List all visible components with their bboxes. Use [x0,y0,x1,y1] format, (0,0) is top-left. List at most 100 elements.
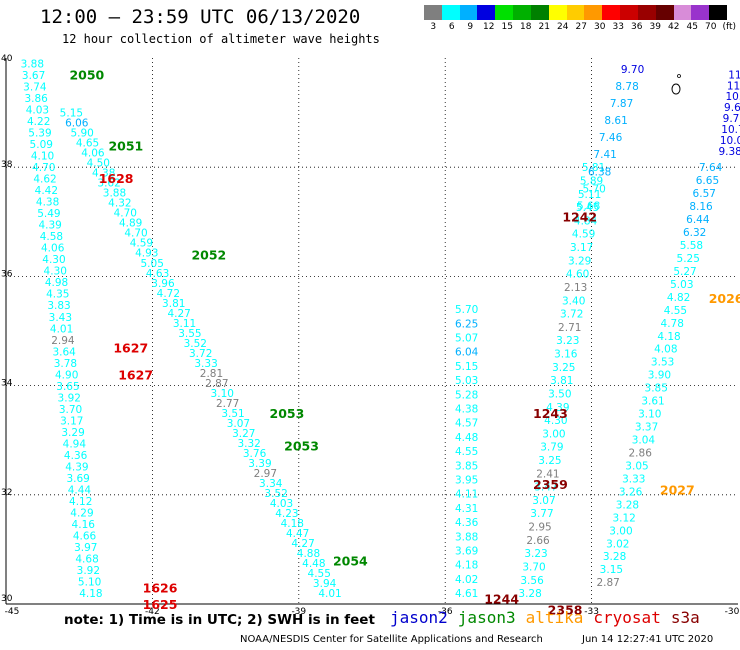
wave-height-value: 5.25 [677,253,700,265]
wave-height-value: 5.15 [60,108,83,120]
legend-label: 3 [430,22,437,32]
pass-number-label: 2053 [284,439,319,454]
wave-height-value: 4.70 [124,228,147,240]
wave-height-value: 3.04 [632,435,656,447]
legend-swatch [709,5,728,20]
wave-height-value: 3.16 [554,349,578,361]
wave-height-value: 5.05 [141,258,164,270]
wave-height-value: 5.03 [670,279,693,291]
wave-height-value: 5.81 [582,162,605,174]
wave-height-value: 5.11 [578,189,601,201]
legend-swatch [566,5,585,20]
wave-height-value: 4.90 [55,369,78,381]
wave-height-value: 3.70 [59,404,82,416]
wave-height-value: 2.81 [200,368,223,380]
wave-height-value: 4.06 [41,243,65,255]
map-subtitle: 12 hour collection of altimeter wave hei… [62,32,380,46]
pass-number-label: 2051 [108,138,143,153]
wave-height-value: 3.11 [173,318,196,330]
wave-height-value: 4.23 [275,508,298,520]
lon-tick-label: -36 [438,607,453,617]
generated-timestamp: Jun 14 12:27:41 UTC 2020 [582,634,714,645]
wave-height-value: 3.62 [97,178,120,190]
wave-height-value: 4.27 [291,538,314,550]
wave-height-value: 4.88 [297,548,320,560]
wave-height-value: 3.81 [550,375,573,387]
wave-height-value: 8.78 [615,81,638,93]
wave-height-value: 3.61 [641,396,664,408]
legend-label: 45 [686,22,698,32]
wave-height-value: 7.87 [610,98,633,110]
wave-height-value: 4.57 [455,418,478,430]
map-title: 12:00 – 23:59 UTC 06/13/2020 [40,6,361,28]
wave-height-value: 4.48 [455,432,478,444]
satellite-name: jason3 [457,608,516,627]
map-grid [5,58,738,605]
wave-height-value: 4.18 [455,560,478,572]
wave-height-value: 3.94 [313,578,337,590]
wave-height-value: 4.94 [63,438,87,450]
legend-label: 33 [612,22,624,32]
wave-height-value: 4.38 [455,404,478,416]
wave-height-value: 4.16 [72,519,96,531]
wave-height-value: 3.92 [58,392,81,404]
wave-height-value: 4.72 [157,288,180,300]
pass-number-label: 1242 [562,209,597,224]
wave-height-value: 4.55 [455,446,478,458]
wave-height-value: 4.30 [44,266,67,278]
wave-height-value: 3.17 [570,242,593,254]
legend-swatch [459,5,478,20]
wave-height-value: 3.77 [530,508,553,520]
legend-swatch [655,5,674,20]
lat-tick-label: 30 [1,594,13,604]
lat-tick-label: 38 [1,160,13,170]
wave-height-value: 3.52 [264,488,287,500]
wave-height-value: 4.42 [35,185,58,197]
legend-swatch [548,5,567,20]
lat-tick-label: 32 [1,488,12,498]
wave-height-value: 4.18 [281,518,304,530]
wave-height-value: 3.56 [520,575,544,587]
wave-height-value: 4.32 [108,198,131,210]
wave-height-value: 3.17 [60,415,83,427]
wave-height-value: 4.93 [135,248,158,260]
wave-height-value: 5.07 [455,333,478,345]
wave-height-value: 6.65 [696,175,719,187]
wave-height-value: 3.33 [194,358,217,370]
wave-height-value: 3.90 [648,370,671,382]
wave-height-value: 4.44 [68,484,92,496]
wave-height-value: 3.76 [243,448,267,460]
wave-height-value: 4.55 [664,305,687,317]
legend-label: 27 [575,22,587,32]
pass-number-label: 1628 [99,171,134,186]
wave-height-value: 6.57 [693,188,716,200]
wave-height-value: 4.48 [302,558,325,570]
wave-height-value: 2.71 [558,322,581,334]
legend-swatch [441,5,460,20]
wave-height-value: 4.03 [26,105,49,117]
wave-height-value: 6.25 [455,318,478,330]
wave-height-value: 7.64 [699,162,723,174]
wave-height-value: 3.51 [221,408,244,420]
lon-tick-label: -39 [291,607,306,617]
wave-height-value: 3.00 [542,428,565,440]
wave-height-value: 5.28 [455,389,478,401]
wave-height-value: 4.70 [114,208,137,220]
wave-height-value: 4.01 [50,323,73,335]
wave-height-value: 9.60 [724,102,740,114]
legend-label: 36 [631,22,643,32]
lon-tick-label: -33 [584,607,599,617]
legend-label: 15 [501,22,513,32]
wave-height-value: 5.10 [78,577,101,589]
wave-height-value: 3.65 [56,381,79,393]
wave-height-value: 5.45 [576,202,599,214]
wave-height-value: 3.88 [455,531,478,543]
lon-tick-label: -30 [725,607,740,617]
wave-height-value: 7.46 [599,132,623,144]
legend-swatch [673,5,692,20]
wave-height-value: 3.33 [622,473,645,485]
wave-height-value: 3.07 [227,418,250,430]
pass-number-label: 2052 [191,248,226,263]
wave-height-value: 5.70 [582,183,605,195]
wave-height-value: 8.16 [689,201,713,213]
